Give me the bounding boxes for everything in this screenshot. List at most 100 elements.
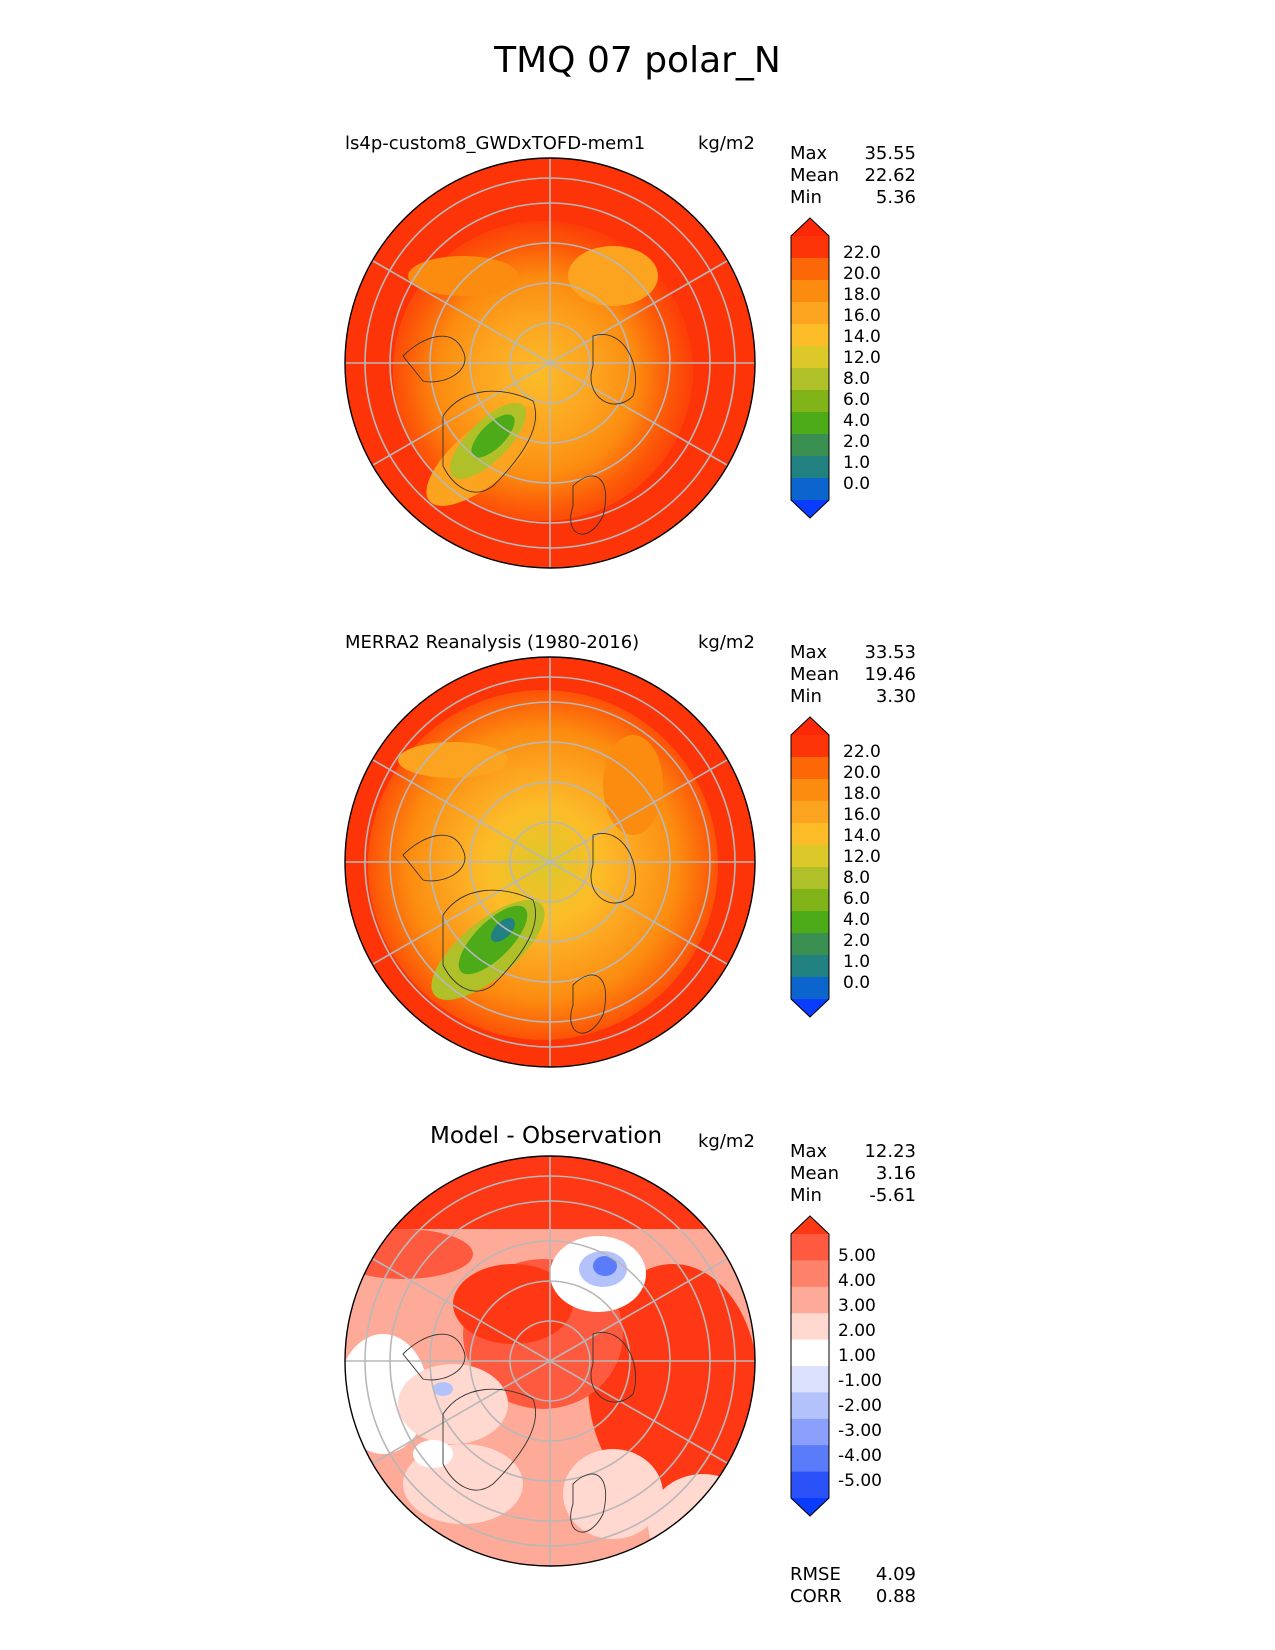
colorbar-swatch bbox=[791, 867, 829, 890]
colorbar-extension-min bbox=[791, 1498, 829, 1516]
colorbar-swatch bbox=[791, 801, 829, 824]
cbar-label: 3.00 bbox=[838, 1296, 876, 1316]
cbar-label: 16.0 bbox=[843, 306, 881, 326]
colorbar-outline bbox=[790, 217, 830, 519]
panel-test: ls4p-custom8_GWDxTOFD-mem1 kg/m2 Max 35.5… bbox=[0, 133, 1275, 603]
cbar-label: 14.0 bbox=[843, 327, 881, 347]
colorbar-swatch bbox=[791, 889, 829, 912]
min-value: -5.61 bbox=[869, 1185, 916, 1206]
units-label: kg/m2 bbox=[698, 133, 755, 154]
cbar-label: 0.0 bbox=[843, 973, 871, 993]
cbar-label: 6.0 bbox=[843, 889, 871, 909]
colorbar-swatch bbox=[791, 1260, 829, 1288]
colorbar-swatch bbox=[791, 236, 829, 259]
colorbar-swatch bbox=[791, 1286, 829, 1314]
max-label: Max bbox=[790, 642, 828, 663]
cbar-label: 8.0 bbox=[843, 868, 871, 888]
rmse-label: RMSE bbox=[790, 1564, 841, 1585]
panel-title: ls4p-custom8_GWDxTOFD-mem1 bbox=[345, 133, 646, 154]
cbar-label: 18.0 bbox=[843, 784, 881, 804]
colorbar-swatch bbox=[791, 478, 829, 501]
colorbar-swatch bbox=[791, 933, 829, 956]
min-label: Min bbox=[790, 1185, 822, 1206]
cbar-label: 1.0 bbox=[843, 453, 871, 473]
colorbar-swatch bbox=[791, 735, 829, 758]
colorbar-swatch bbox=[791, 258, 829, 281]
colorbar-swatch bbox=[791, 977, 829, 1000]
min-label: Min bbox=[790, 686, 822, 707]
colorbar-swatch bbox=[791, 757, 829, 780]
colorbar-swatch bbox=[791, 1418, 829, 1446]
panel-title: Model - Observation bbox=[430, 1123, 663, 1149]
colorbar-swatch bbox=[791, 1366, 829, 1393]
cbar-label: 2.0 bbox=[843, 931, 871, 951]
colorbar-swatch bbox=[791, 1313, 829, 1341]
min-value: 3.30 bbox=[875, 686, 916, 707]
cbar-label: 6.0 bbox=[843, 390, 871, 410]
colorbar bbox=[790, 217, 830, 519]
max-value: 12.23 bbox=[864, 1141, 916, 1162]
colorbar-swatch bbox=[791, 456, 829, 479]
panel-difference: Model - Observation kg/m2 Max 12.23 Mean 3… bbox=[0, 1123, 1275, 1607]
cbar-label: -4.00 bbox=[838, 1446, 882, 1466]
colorbar-swatch bbox=[791, 280, 829, 303]
mean-label: Mean bbox=[790, 165, 840, 186]
colorbar-swatch bbox=[791, 390, 829, 413]
colorbar-swatch bbox=[791, 1339, 829, 1367]
mean-label: Mean bbox=[790, 664, 840, 685]
min-value: 5.36 bbox=[875, 187, 916, 208]
cbar-label: -2.00 bbox=[838, 1396, 882, 1416]
cbar-label: 22.0 bbox=[843, 742, 881, 762]
colorbar-extension-max bbox=[791, 218, 829, 236]
colorbar-swatch bbox=[791, 955, 829, 978]
colorbar-swatch bbox=[791, 1471, 829, 1499]
stats-box: Max 33.53 Mean 19.46 Min 3.30 bbox=[790, 642, 916, 708]
cbar-label: 0.0 bbox=[843, 474, 871, 494]
colorbar-extension-max bbox=[791, 1216, 829, 1234]
colorbar bbox=[790, 1215, 830, 1517]
colorbar-swatch bbox=[791, 911, 829, 934]
cbar-label: 20.0 bbox=[843, 264, 881, 284]
cbar-label: 4.0 bbox=[843, 910, 871, 930]
cbar-label: -5.00 bbox=[838, 1471, 882, 1491]
cbar-label: 4.00 bbox=[838, 1271, 876, 1291]
colorbar-outline bbox=[790, 1215, 830, 1517]
corr-value: 0.88 bbox=[875, 1586, 916, 1607]
stats-box: Max 35.55 Mean 22.62 Min 5.36 bbox=[790, 143, 916, 209]
rmse-value: 4.09 bbox=[875, 1564, 916, 1585]
polar-map-reference bbox=[344, 656, 756, 1068]
colorbar-extension-min bbox=[791, 999, 829, 1017]
panel-reference: MERRA2 Reanalysis (1980-2016) kg/m2 Max 3… bbox=[0, 632, 1275, 1102]
colorbar-swatch bbox=[791, 1445, 829, 1473]
polar-map-difference bbox=[344, 1155, 756, 1567]
units-label: kg/m2 bbox=[698, 632, 755, 653]
colorbar-swatch bbox=[791, 823, 829, 846]
colorbar-swatch bbox=[791, 1234, 829, 1261]
mean-label: Mean bbox=[790, 1163, 840, 1184]
cbar-label: -1.00 bbox=[838, 1371, 882, 1391]
min-label: Min bbox=[790, 187, 822, 208]
figure-title: TMQ 07 polar_N bbox=[494, 40, 781, 81]
cbar-label: 18.0 bbox=[843, 285, 881, 305]
max-label: Max bbox=[790, 1141, 828, 1162]
mean-value: 22.62 bbox=[864, 165, 916, 186]
max-value: 33.53 bbox=[864, 642, 916, 663]
mean-value: 3.16 bbox=[875, 1163, 916, 1184]
max-label: Max bbox=[790, 143, 828, 164]
colorbar-swatch bbox=[791, 1392, 829, 1420]
cbar-label: 12.0 bbox=[843, 348, 881, 368]
cbar-label: 1.00 bbox=[838, 1346, 876, 1366]
cbar-label: 4.0 bbox=[843, 411, 871, 431]
units-label: kg/m2 bbox=[698, 1131, 755, 1152]
mean-value: 19.46 bbox=[864, 664, 916, 685]
colorbar-swatch bbox=[791, 779, 829, 802]
cbar-label: 8.0 bbox=[843, 369, 871, 389]
cbar-label: -3.00 bbox=[838, 1421, 882, 1441]
cbar-label: 22.0 bbox=[843, 243, 881, 263]
colorbar-swatch bbox=[791, 434, 829, 457]
colorbar-outline bbox=[790, 716, 830, 1018]
cbar-label: 20.0 bbox=[843, 763, 881, 783]
cbar-label: 2.00 bbox=[838, 1321, 876, 1341]
cbar-label: 5.00 bbox=[838, 1246, 876, 1266]
cbar-label: 12.0 bbox=[843, 847, 881, 867]
